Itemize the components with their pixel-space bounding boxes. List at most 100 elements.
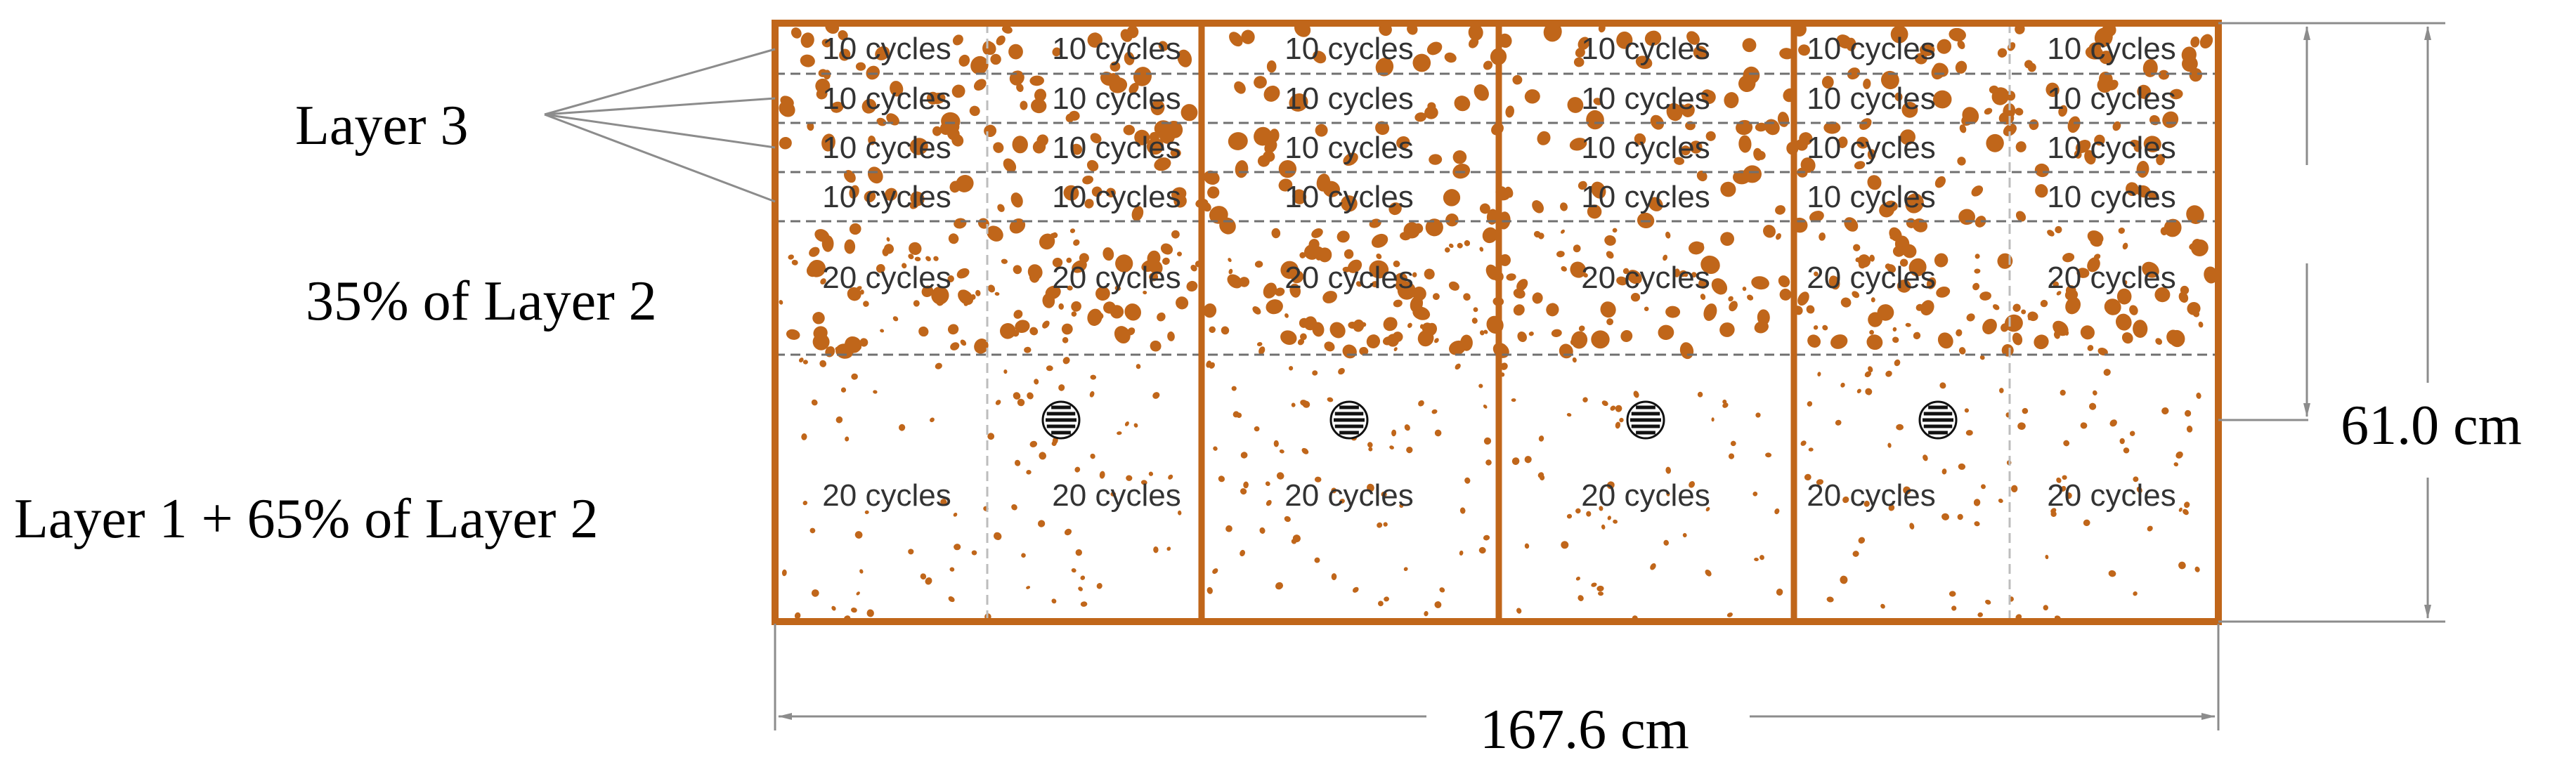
particle (2065, 296, 2081, 315)
particle (1905, 193, 1924, 214)
particle (1241, 29, 1255, 44)
cell-label: 10 cycles (1581, 81, 1710, 116)
particle (1393, 260, 1400, 268)
particle (779, 101, 795, 117)
layer-grid (775, 23, 2218, 622)
cell-label: 10 cycles (1052, 32, 1180, 66)
particle (909, 138, 928, 155)
particle (2189, 67, 2203, 82)
particle (2010, 485, 2018, 492)
particle (2087, 257, 2100, 273)
particle (809, 247, 820, 257)
particle (1095, 312, 1104, 320)
particle (1808, 447, 1814, 452)
particle (960, 339, 967, 346)
particle (1288, 366, 1294, 371)
particle (1406, 446, 1413, 454)
particle (1412, 53, 1431, 72)
particle (1240, 549, 1246, 557)
particle (802, 500, 808, 506)
particle (1537, 131, 1551, 145)
particle (2040, 299, 2048, 308)
particle (2075, 140, 2091, 153)
particle (1396, 136, 1410, 150)
particle (1445, 247, 1450, 253)
particle (1682, 532, 1687, 538)
particle (1573, 244, 1581, 253)
particle (1505, 105, 1514, 118)
particle (1867, 175, 1882, 190)
particle (1751, 276, 1769, 290)
particle (1366, 334, 1381, 349)
particle (1974, 268, 1981, 274)
particle (1616, 276, 1628, 286)
particle (892, 316, 899, 322)
particle (1013, 392, 1021, 400)
particle (1291, 539, 1297, 544)
particle (1381, 491, 1387, 497)
particle (1300, 333, 1307, 341)
particle (1426, 41, 1443, 55)
particle (1573, 57, 1585, 67)
particle (1971, 185, 1984, 197)
particle (1263, 282, 1277, 299)
particle (1424, 611, 1429, 617)
particle (811, 589, 819, 597)
particle (1158, 41, 1169, 51)
particle (1658, 324, 1674, 341)
particle (1478, 546, 1486, 554)
particle (1160, 243, 1173, 255)
particle (779, 137, 792, 150)
particle (1256, 341, 1263, 347)
particle (1985, 599, 1991, 605)
particle (921, 285, 934, 297)
sensors (1041, 400, 1958, 440)
particle (2136, 185, 2151, 198)
particle (1619, 417, 1624, 423)
particle (1817, 372, 1821, 376)
particle (1499, 254, 1511, 266)
particle (844, 170, 856, 183)
particle (1302, 320, 1308, 324)
particle (1384, 596, 1389, 602)
particle (1206, 586, 1213, 594)
particle (2062, 475, 2067, 480)
particle (1016, 83, 1024, 92)
particle (1176, 296, 1189, 310)
particle (1457, 242, 1463, 249)
particle (1388, 202, 1402, 216)
particle (1143, 290, 1147, 295)
particle (1069, 228, 1076, 233)
cell-label: 10 cycles (822, 180, 951, 214)
particle (1240, 488, 1247, 495)
particle (1779, 288, 1792, 301)
particle (1239, 277, 1250, 287)
particle (1087, 32, 1103, 48)
particle (1816, 479, 1824, 485)
particle (1899, 258, 1908, 267)
particle (1172, 124, 1179, 133)
aggregate-particles (779, 20, 2218, 622)
particle (1071, 143, 1083, 155)
particle (1763, 225, 1776, 238)
particle (1063, 185, 1079, 201)
particle (1864, 371, 1872, 378)
particle (786, 329, 800, 340)
particle (1575, 47, 1585, 58)
particle (1275, 582, 1283, 590)
particle (1445, 213, 1459, 227)
particle (1858, 537, 1866, 544)
layer3-leader-lines (544, 48, 776, 203)
particle (1452, 150, 1467, 164)
particle (2080, 422, 2088, 429)
particle (1289, 283, 1301, 298)
particle (1726, 612, 1733, 617)
particle (2028, 315, 2032, 320)
particle (1336, 230, 1350, 243)
particle (1560, 202, 1568, 211)
particle (866, 609, 874, 617)
particle (1840, 382, 1845, 388)
particle (1972, 282, 1980, 291)
particle (1776, 232, 1781, 240)
particle (2104, 299, 2121, 315)
